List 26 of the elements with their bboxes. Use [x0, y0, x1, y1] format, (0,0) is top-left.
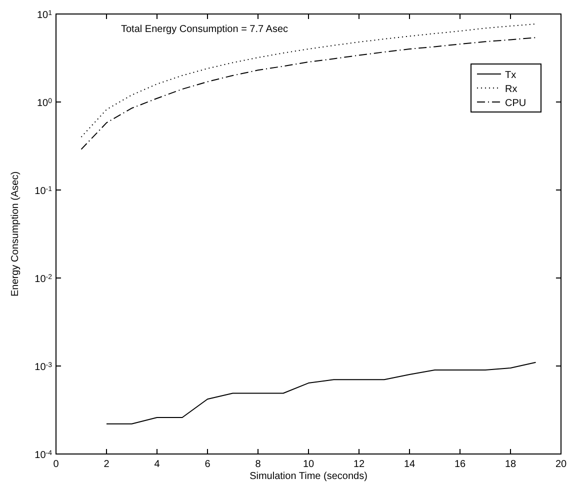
legend-label: Tx — [505, 70, 516, 81]
y-tick-label: 10$^{0}$ — [36, 98, 52, 109]
x-tick-label: 6 — [204, 459, 211, 470]
x-tick-label: 8 — [255, 459, 262, 470]
x-tick-label: 10 — [302, 459, 314, 470]
x-tick-label: 14 — [404, 459, 416, 470]
legend-label: Rx — [505, 84, 518, 95]
line-series — [106, 362, 536, 424]
x-tick-label: 20 — [555, 459, 567, 470]
x-tick-label: 12 — [353, 459, 365, 470]
y-axis-title: Energy Consumption (Asec) — [10, 171, 21, 297]
y-tick-label: 10$^{-4}$ — [34, 450, 52, 461]
y-tick-label: 10$^{1}$ — [36, 10, 52, 21]
y-tick-label: 10$^{-1}$ — [34, 186, 52, 197]
line-series — [80, 37, 536, 150]
x-tick-label: 18 — [504, 459, 516, 470]
annotation: Total Energy Consumption = 7.7 Asec — [121, 24, 288, 35]
legend-label: CPU — [505, 98, 526, 109]
x-tick-label: 0 — [53, 459, 60, 470]
y-tick-label: 10$^{-3}$ — [34, 362, 52, 373]
x-tick-label: 4 — [154, 459, 160, 470]
line-series — [80, 23, 536, 138]
x-axis-title: Simulation Time (seconds) — [250, 471, 368, 482]
x-tick-label: 16 — [454, 459, 466, 470]
y-tick-label: 10$^{-2}$ — [34, 274, 52, 285]
x-tick-label: 2 — [104, 459, 110, 470]
